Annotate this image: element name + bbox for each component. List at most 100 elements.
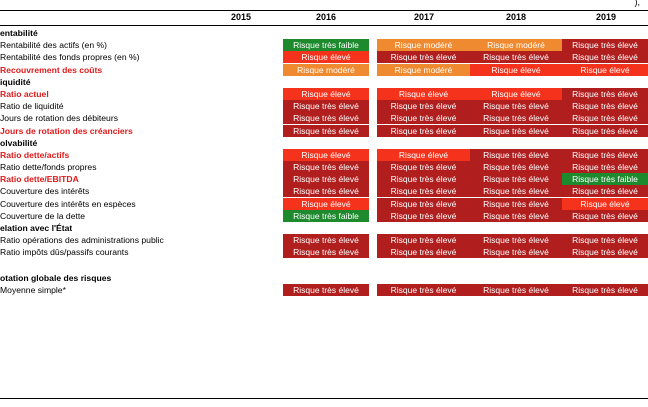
risk-cell: Risque très élevé <box>562 161 648 174</box>
risk-cell: Risque très élevé <box>283 161 369 174</box>
risk-cell: Risque très élevé <box>562 283 648 296</box>
table-row: Ratio dette/actifs Risque élevé Risque éle… <box>0 148 648 161</box>
table-row: Rentabilité des actifs (en %) Risque très… <box>0 39 648 52</box>
risk-cell: Risque modéré <box>377 39 470 52</box>
year-header-2019: 2019 <box>595 12 617 22</box>
table-row <box>0 259 648 272</box>
risk-cell: Risque élevé <box>562 197 648 210</box>
risk-cell: Risque élevé <box>377 87 470 100</box>
table-row: Ratio actuel Risque élevé Risque élevé Risq… <box>0 87 648 100</box>
table-row: Ratio de liquidité Risque très élevé Risqu… <box>0 100 648 113</box>
risk-cell: Risque très élevé <box>562 87 648 100</box>
risk-cell: Risque très élevé <box>377 197 470 210</box>
table-row: Ratio impôts dûs/passifs courants Risque … <box>0 246 648 259</box>
risk-cell: Risque très élevé <box>377 173 470 186</box>
risk-cell: Risque très élevé <box>562 51 648 64</box>
risk-cell: Risque très élevé <box>562 124 648 137</box>
risk-cell: Risque très élevé <box>377 100 470 113</box>
year-header-row: 2015 2016 2017 2018 2019 <box>0 12 648 24</box>
risk-cell: Risque modéré <box>283 63 369 76</box>
row-label: Recouvrement des coûts <box>0 64 103 75</box>
section-heading: iquidité <box>0 76 31 87</box>
table-row: Jours de rotation des débiteurs Risque tr… <box>0 112 648 125</box>
risk-table: entabilité Rentabilité des actifs (en %) R… <box>0 27 648 296</box>
year-header-2016: 2016 <box>315 12 337 22</box>
table-row: Ratio dette/fonds propres Risque très éle… <box>0 161 648 174</box>
risk-cell: Risque très faible <box>283 39 369 52</box>
row-label: Couverture des intérêts <box>0 186 90 197</box>
risk-cell: Risque élevé <box>377 148 470 161</box>
risk-cell: Risque très élevé <box>283 173 369 186</box>
table-row: Couverture des intérêts Risque très élevé… <box>0 185 648 198</box>
section-heading: olvabilité <box>0 137 38 148</box>
section-row: iquidité <box>0 76 648 88</box>
risk-cell: Risque très élevé <box>470 246 562 259</box>
risk-cell: Risque très élevé <box>470 100 562 113</box>
risk-cell: Risque modéré <box>470 39 562 52</box>
risk-cell: Risque très élevé <box>283 234 369 247</box>
risk-cell: Risque élevé <box>562 63 648 76</box>
row-label: Ratio de liquidité <box>0 101 64 112</box>
risk-cell: Risque très élevé <box>562 234 648 247</box>
table-row: Couverture de la dette Risque très faible… <box>0 209 648 222</box>
table-row: Recouvrement des coûts Risque modéré Risqu… <box>0 63 648 76</box>
risk-cell: Risque modéré <box>377 63 470 76</box>
row-label: Ratio dette/EBITDA <box>0 174 79 185</box>
risk-cell: Risque très élevé <box>377 209 470 222</box>
risk-cell: Risque très élevé <box>562 209 648 222</box>
risk-cell: Risque élevé <box>283 51 369 64</box>
row-label: Ratio dette/actifs <box>0 149 70 160</box>
risk-cell: Risque très élevé <box>377 51 470 64</box>
risk-cell: Risque très élevé <box>470 148 562 161</box>
table-row: Ratio opérations des administrations pub… <box>0 234 648 247</box>
risk-cell: Risque très élevé <box>562 112 648 125</box>
risk-cell: Risque très élevé <box>283 283 369 296</box>
risk-cell: Risque élevé <box>470 63 562 76</box>
risk-cell: Risque très élevé <box>470 173 562 186</box>
risk-cell: Risque très élevé <box>562 148 648 161</box>
risk-cell: Risque très faible <box>562 173 648 186</box>
row-label: Moyenne simple* <box>0 284 66 295</box>
risk-cell: Risque très élevé <box>470 283 562 296</box>
section-heading: otation globale des risques <box>0 272 112 283</box>
risk-cell: Risque très élevé <box>283 185 369 198</box>
risk-cell: Risque très élevé <box>283 112 369 125</box>
risk-cell: Risque très élevé <box>470 51 562 64</box>
risk-cell: Risque très élevé <box>470 161 562 174</box>
table-row: Jours de rotation des créanciers Risque t… <box>0 124 648 137</box>
risk-cell: Risque très élevé <box>377 246 470 259</box>
risk-cell: Risque très élevé <box>377 234 470 247</box>
row-label: Jours de rotation des créanciers <box>0 125 133 136</box>
risk-cell: Risque élevé <box>283 148 369 161</box>
row-label: Rentabilité des actifs (en %) <box>0 40 107 51</box>
risk-cell: Risque très élevé <box>470 234 562 247</box>
risk-cell: Risque très élevé <box>562 100 648 113</box>
section-row: otation globale des risques <box>0 272 648 284</box>
risk-cell: Risque élevé <box>470 87 562 100</box>
year-header-2018: 2018 <box>505 12 527 22</box>
section-row: entabilité <box>0 27 648 39</box>
risk-cell: Risque très élevé <box>377 283 470 296</box>
row-label: Rentabilité des fonds propres (en %) <box>0 52 140 63</box>
row-label: Couverture des intérêts en espèces <box>0 198 136 209</box>
header-rule <box>0 25 648 26</box>
risk-cell: Risque très élevé <box>470 209 562 222</box>
table-row: Couverture des intérêts en espèces Risque… <box>0 197 648 210</box>
table-row: Rentabilité des fonds propres (en %) Risq… <box>0 51 648 64</box>
risk-cell: Risque très élevé <box>470 197 562 210</box>
risk-cell: Risque très élevé <box>377 124 470 137</box>
risk-cell: Risque très élevé <box>470 112 562 125</box>
table-row: Ratio dette/EBITDA Risque très élevé Risqu… <box>0 173 648 186</box>
row-label: Ratio dette/fonds propres <box>0 162 97 173</box>
section-row: elation avec l'État <box>0 222 648 234</box>
year-header-2017: 2017 <box>413 12 435 22</box>
risk-cell: Risque très élevé <box>283 124 369 137</box>
risk-cell: Risque très élevé <box>283 246 369 259</box>
row-label: Ratio actuel <box>0 88 49 99</box>
risk-cell: Risque élevé <box>283 87 369 100</box>
risk-cell: Risque très élevé <box>377 112 470 125</box>
row-label: Couverture de la dette <box>0 210 86 221</box>
row-label: Ratio impôts dûs/passifs courants <box>0 247 129 258</box>
row-label: Ratio opérations des administrations pub… <box>0 235 164 246</box>
risk-cell: Risque élevé <box>283 197 369 210</box>
